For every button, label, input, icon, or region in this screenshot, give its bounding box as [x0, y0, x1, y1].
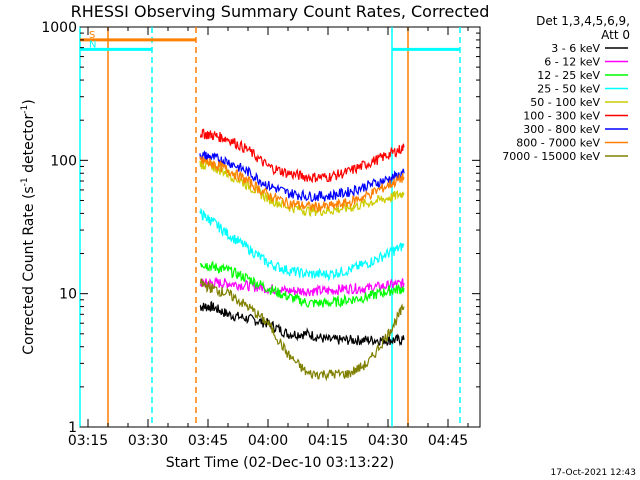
series-line — [199, 150, 405, 203]
x-axis-label: Start Time (02-Dec-10 03:13:22) — [166, 455, 394, 471]
y-tick-label: 1000 — [41, 20, 77, 36]
x-tick-label: 04:45 — [428, 433, 468, 449]
legend-label: 6 - 12 keV — [544, 56, 600, 69]
series-line — [199, 300, 405, 347]
series-line — [199, 207, 405, 282]
series-line — [199, 155, 405, 213]
series-line — [199, 260, 405, 308]
detector-line-2: Att 0 — [601, 28, 630, 42]
x-tick-label: 03:45 — [188, 433, 228, 449]
x-tick-label: 04:00 — [248, 433, 288, 449]
y-axis-label-mid: detector — [21, 114, 37, 178]
legend-label: 3 - 6 keV — [551, 42, 600, 55]
x-axis-ticks: 03:15 03:30 03:45 04:00 04:15 04:30 04:45 — [68, 27, 469, 449]
event-lines — [79, 27, 461, 427]
series-line — [199, 158, 405, 218]
y-axis-label-sup2: -1 — [20, 105, 30, 114]
flag-label: S — [89, 30, 95, 41]
y-tick-label: 1 — [68, 420, 77, 436]
y-axis-label-sup1: -1 — [20, 177, 30, 186]
legend-label: 25 - 50 keV — [537, 83, 600, 96]
flags: SN — [80, 30, 460, 51]
flag-label: N — [89, 39, 96, 50]
series-line — [199, 128, 405, 184]
detector-line-1: Det 1,3,4,5,6,9, — [536, 14, 630, 28]
x-tick-label: 04:30 — [368, 433, 408, 449]
y-axis-ticks: 1 10 100 1000 — [41, 20, 480, 436]
series-line — [199, 278, 405, 382]
detector-info: Det 1,3,4,5,6,9, Att 0 — [536, 14, 630, 42]
series-lines — [199, 128, 405, 382]
series-line — [199, 276, 405, 297]
y-axis-label-main: Corrected Count Rate (s — [21, 186, 37, 354]
legend-label: 7000 - 15000 keV — [502, 150, 600, 163]
legend-label: 50 - 100 keV — [530, 96, 600, 109]
y-axis-label: Corrected Count Rate (s-1 detector-1) — [20, 99, 37, 354]
y-tick-label: 100 — [50, 153, 77, 169]
y-tick-label: 10 — [59, 287, 77, 303]
legend-label: 12 - 25 keV — [537, 69, 600, 82]
legend-label: 300 - 800 keV — [523, 123, 600, 136]
x-tick-label: 04:15 — [308, 433, 348, 449]
x-tick-label: 03:30 — [128, 433, 168, 449]
legend-label: 800 - 7000 keV — [516, 137, 600, 150]
legend-label: 100 - 300 keV — [523, 110, 600, 123]
chart-title: RHESSI Observing Summary Count Rates, Co… — [71, 2, 490, 21]
footer-date: 17-Oct-2021 12:43 — [551, 468, 636, 478]
x-tick-label: 03:15 — [68, 433, 108, 449]
y-axis-label-end: ) — [21, 99, 37, 104]
